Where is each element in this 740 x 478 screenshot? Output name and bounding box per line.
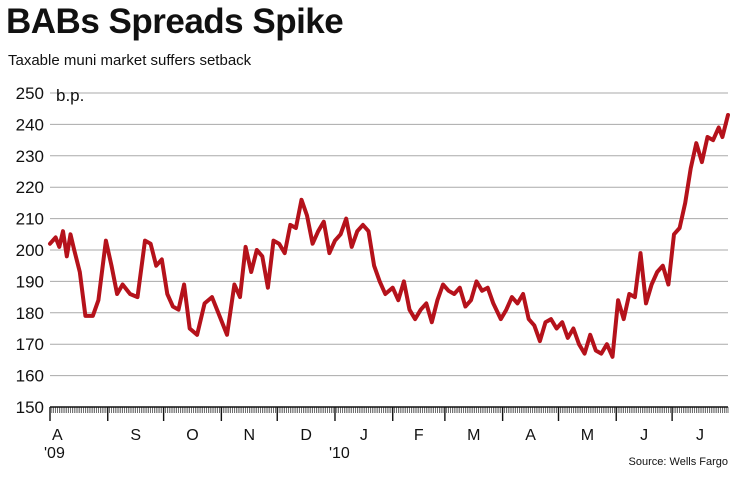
y-axis-label: b.p. (56, 86, 84, 105)
x-tick-label: J (640, 427, 648, 444)
y-axis: 150 160 170 180 190 200 210 220 230 240 250 (16, 84, 44, 417)
y-tick-label: 210 (16, 210, 44, 229)
y-tick-label: 230 (16, 147, 44, 166)
y-tick-label: 180 (16, 304, 44, 323)
y-tick-label: 250 (16, 84, 44, 103)
x-year-label: '09 (44, 445, 65, 462)
y-tick-label: 150 (16, 398, 44, 417)
x-tick-label: A (52, 427, 63, 444)
x-year-label: '10 (329, 445, 350, 462)
y-tick-label: 240 (16, 115, 44, 134)
x-tick-label: O (186, 427, 198, 444)
y-tick-label: 160 (16, 367, 44, 386)
series-line (48, 113, 730, 359)
chart-subtitle: Taxable muni market suffers setback (8, 52, 252, 69)
y-tick-label: 200 (16, 241, 44, 260)
x-tick-label: D (300, 427, 312, 444)
x-tick-label: J (696, 427, 704, 444)
y-tick-label: 190 (16, 272, 44, 291)
x-tick-label: M (581, 427, 594, 444)
y-tick-label: 220 (16, 178, 44, 197)
chart-title: BABs Spreads Spike (6, 2, 344, 41)
x-tick-label: F (414, 427, 424, 444)
x-axis: A S O N D J F M A M J J '09 '10 (44, 407, 729, 462)
series-layer (48, 113, 730, 359)
x-tick-label: N (244, 427, 256, 444)
x-tick-label: J (360, 427, 368, 444)
source-note: Source: Wells Fargo (628, 456, 728, 468)
x-tick-label: M (467, 427, 480, 444)
y-tick-label: 170 (16, 335, 44, 354)
x-tick-label: A (525, 427, 536, 444)
x-tick-label: S (130, 427, 141, 444)
